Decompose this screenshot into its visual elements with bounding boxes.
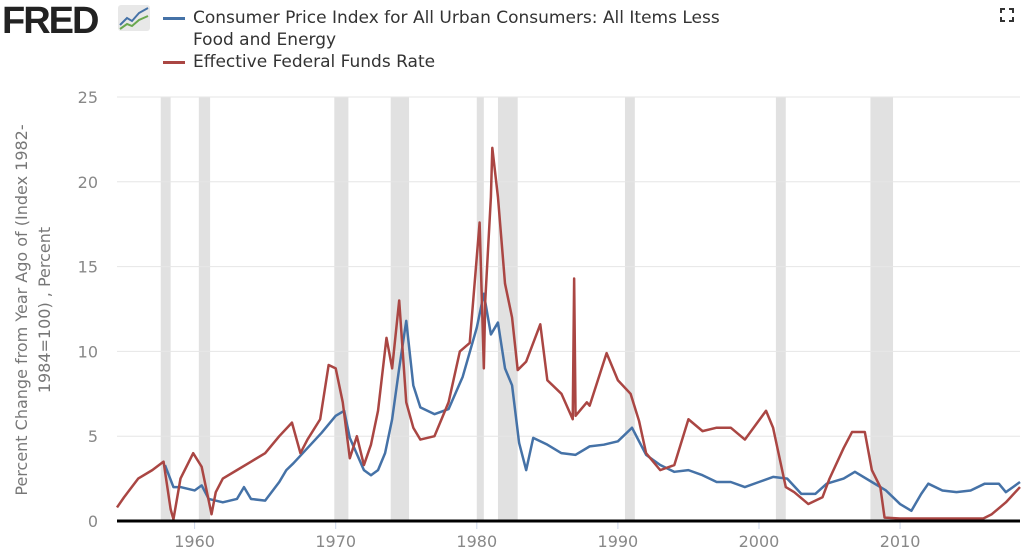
y-axis-label-line1: Percent Change from Year Ago of (Index 1… [12, 124, 31, 495]
legend-item-fedfunds[interactable]: Effective Federal Funds Rate [163, 51, 435, 73]
legend-swatch-cpi [163, 16, 185, 20]
recession-band [870, 97, 894, 521]
y-tick-label: 20 [78, 173, 98, 192]
legend-label-cpi-line1: Consumer Price Index for All Urban Consu… [193, 8, 720, 28]
y-tick-label: 5 [88, 427, 98, 446]
expand-icon[interactable] [1000, 8, 1014, 22]
recession-band [476, 97, 484, 521]
x-tick-label: 1960 [174, 532, 215, 551]
legend-label-fedfunds: Effective Federal Funds Rate [193, 52, 436, 72]
x-tick-label: 2010 [880, 532, 921, 551]
y-tick-label: 25 [78, 88, 98, 107]
fred-logo[interactable]: FRED [2, 0, 99, 42]
recession-band [334, 97, 349, 521]
series-line-fedfunds [115, 146, 1021, 521]
y-tick-label: 0 [88, 512, 98, 531]
y-tick-label: 10 [78, 342, 98, 361]
legend-label-cpi-line2: Food and Energy [193, 30, 337, 50]
recession-band [775, 97, 786, 521]
series-line-cpi [163, 292, 1021, 513]
y-tick-label: 15 [78, 258, 98, 277]
recession-band [497, 97, 518, 521]
x-tick-label: 1990 [598, 532, 639, 551]
x-tick-label: 2000 [739, 532, 780, 551]
recession-band [390, 97, 410, 521]
y-axis-label-line2: 1984=100) , Percent [35, 227, 54, 393]
legend-item-cpi[interactable]: Consumer Price Index for All Urban Consu… [163, 7, 720, 51]
logo-graph-icon [118, 5, 150, 31]
recession-band [160, 97, 171, 521]
x-tick-label: 1980 [456, 532, 497, 551]
x-tick-label: 1970 [315, 532, 356, 551]
recession-band [624, 97, 635, 521]
legend-swatch-fedfunds [163, 60, 185, 64]
recession-band [198, 97, 211, 521]
